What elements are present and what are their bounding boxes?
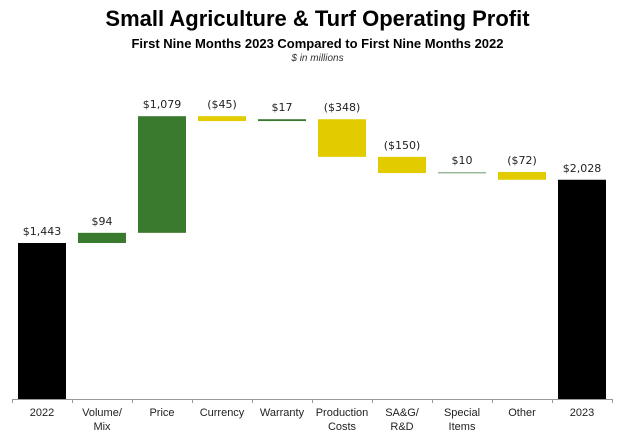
category-label: 2022 — [30, 407, 54, 419]
bar-4 — [258, 119, 306, 122]
data-label: $17 — [272, 101, 293, 114]
data-label: ($348) — [324, 101, 361, 114]
category-label: Other — [508, 407, 536, 419]
bar-7 — [438, 171, 486, 174]
category-label: Volume/ — [82, 407, 123, 419]
data-label: ($150) — [384, 139, 421, 152]
category-label: Currency — [200, 407, 245, 419]
bar-1 — [78, 232, 126, 243]
bar-2 — [138, 116, 186, 233]
category-label: Special — [444, 407, 480, 419]
data-label: $10 — [452, 154, 473, 167]
category-label: Warranty — [260, 407, 305, 419]
data-label: $1,079 — [143, 98, 182, 111]
category-label: 2023 — [570, 407, 594, 419]
chart-subtitle: First Nine Months 2023 Compared to First… — [131, 36, 504, 51]
bar-8 — [498, 171, 546, 180]
category-label: Mix — [93, 421, 111, 433]
category-label: R&D — [390, 421, 413, 433]
chart-title: Small Agriculture & Turf Operating Profi… — [105, 6, 530, 31]
bar-0 — [18, 243, 66, 399]
bar-5 — [318, 119, 366, 157]
category-label: Items — [449, 421, 476, 433]
data-label: ($45) — [207, 98, 237, 111]
data-label: ($72) — [507, 154, 537, 167]
data-label: $2,028 — [563, 162, 602, 175]
category-label: Production — [316, 407, 369, 419]
chart-units-note: $ in millions — [291, 53, 344, 64]
bar-9 — [558, 179, 606, 399]
bar-6 — [378, 156, 426, 174]
category-label: Price — [149, 407, 174, 419]
category-label: SA&G/ — [385, 407, 420, 419]
bar-3 — [198, 116, 246, 122]
data-label: $1,443 — [23, 225, 62, 238]
data-label: $94 — [92, 215, 113, 228]
category-label: Costs — [328, 421, 357, 433]
